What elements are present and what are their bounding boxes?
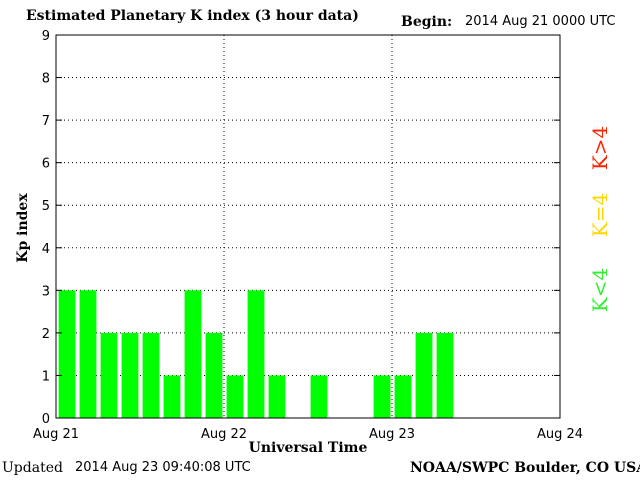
y-axis-title: Kp index [15,193,31,263]
y-tick-label: 9 [42,29,50,44]
kp-bar [415,332,433,418]
y-tick-label: 7 [42,114,50,129]
x-tick-label: Aug 21 [33,427,79,442]
updated-value: 2014 Aug 23 09:40:08 UTC [75,460,251,475]
begin-label: Begin: [401,14,453,30]
legend-k-greater-4: K>4 [588,126,612,170]
y-tick-label: 8 [42,72,50,87]
kp-bar [226,375,244,418]
kp-bar [205,332,223,418]
y-ticks: 0 1 2 3 4 5 6 7 8 9 [42,29,560,427]
y-tick-label: 3 [42,284,50,299]
bars [58,290,454,418]
kp-bar [121,332,139,418]
kp-bar [310,375,328,418]
kp-bar [58,290,76,418]
y-tick-label: 2 [42,327,50,342]
y-tick-label: 0 [42,412,50,427]
kp-bar [163,375,181,418]
credit-text: NOAA/SWPC Boulder, CO USA [410,460,640,476]
kp-bar [247,290,265,418]
chart-title: Estimated Planetary K index (3 hour data… [26,8,359,24]
grid-lines [56,35,560,418]
x-tick-label: Aug 24 [537,427,583,442]
y-tick-label: 1 [42,369,50,384]
x-axis-title: Universal Time [249,440,368,456]
legend-k-less-4: K<4 [588,268,612,312]
x-tick-label: Aug 23 [369,427,415,442]
kp-bar [436,332,454,418]
legend-k-equal-4: K=4 [588,193,612,237]
updated-label: Updated [2,460,63,476]
plot-frame [55,34,561,419]
y-tick-label: 6 [42,157,50,172]
y-tick-label: 5 [42,199,50,214]
kp-bar [79,290,97,418]
begin-value: 2014 Aug 21 0000 UTC [465,14,616,29]
y-tick-label: 4 [42,242,50,257]
kp-bar [268,375,286,418]
kp-bar [184,290,202,418]
x-ticks: Aug 21 Aug 22 Aug 23 Aug 24 [33,427,583,442]
kp-bar [394,375,412,418]
kp-bar [100,332,118,418]
kp-bar [373,375,391,418]
kp-bar [142,332,160,418]
x-tick-label: Aug 22 [201,427,247,442]
